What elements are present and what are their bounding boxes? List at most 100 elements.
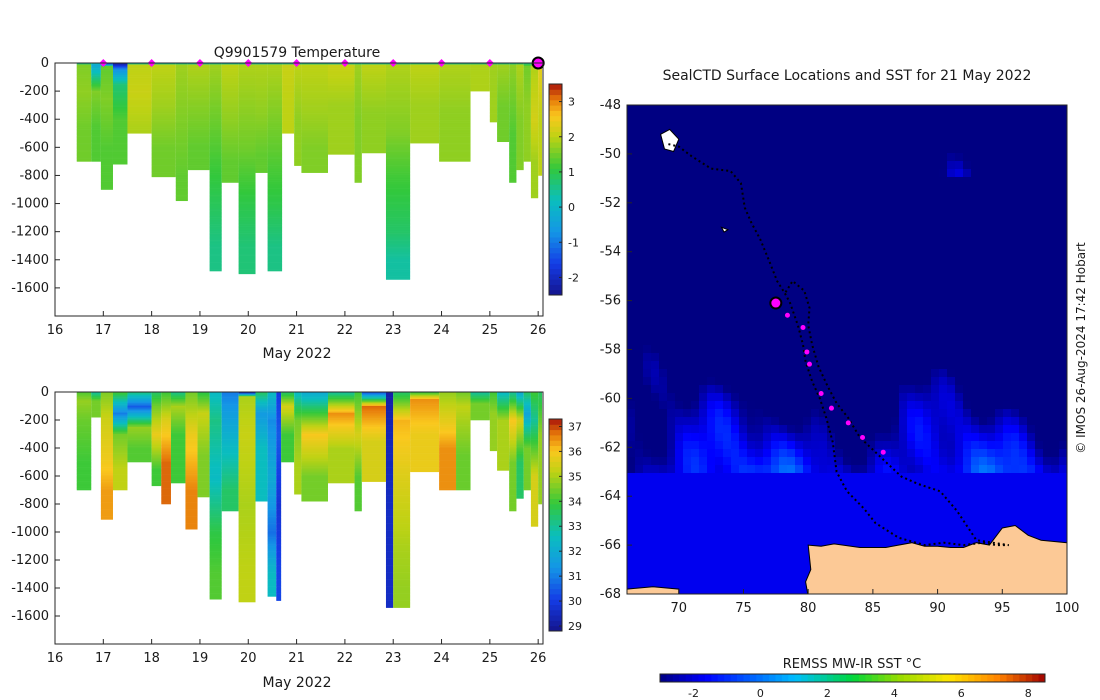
profile-cell: [76, 124, 92, 127]
profile-cell: [281, 404, 295, 407]
profile-cell: [530, 131, 539, 134]
profile-cell: [221, 424, 239, 426]
profile-cell: [76, 474, 92, 477]
profile-cell: [439, 476, 457, 478]
profile-cell: [530, 98, 539, 100]
profile-cell: [255, 120, 268, 123]
profile-cell: [509, 141, 517, 144]
profile-cell: [282, 109, 295, 112]
profile-cell: [282, 117, 295, 120]
profile-cell: [209, 561, 222, 564]
profile-cell: [151, 150, 176, 152]
profile-cell: [523, 131, 531, 134]
profile-cell: [221, 72, 239, 75]
profile-cell: [361, 442, 386, 445]
profile-cell: [209, 228, 222, 231]
profile-cell: [112, 134, 128, 137]
profile-cell: [509, 175, 517, 178]
profile-cell: [267, 414, 277, 417]
profile-cell: [76, 72, 92, 75]
profile-cell: [439, 131, 471, 134]
profile-cell: [151, 107, 176, 110]
profile-cell: [294, 144, 302, 147]
profile-cell: [393, 518, 411, 520]
profile-cell: [439, 470, 457, 473]
profile-cell: [185, 515, 198, 517]
profile-cell: [489, 417, 498, 419]
profile-cell: [393, 579, 411, 582]
profile-cell: [255, 481, 268, 484]
profile-cell: [221, 476, 239, 478]
profile-cell: [361, 432, 386, 435]
profile-cell: [221, 429, 239, 432]
profile-cell: [267, 234, 283, 237]
profile-cell: [301, 477, 328, 480]
profile-cell: [267, 586, 277, 589]
profile-cell: [301, 404, 328, 407]
profile-cell: [151, 120, 176, 123]
profile-cell: [354, 492, 362, 495]
profile-cell: [497, 408, 510, 411]
profile-cell: [100, 138, 113, 141]
profile-cell: [91, 415, 101, 418]
profile-cell: [112, 485, 128, 488]
profile-cell: [361, 85, 386, 88]
profile-cell: [76, 74, 92, 76]
profile-cell: [255, 432, 268, 435]
profile-cell: [151, 95, 176, 98]
profile-cell: [282, 68, 295, 71]
profile-cell: [385, 195, 411, 197]
profile-cell: [127, 446, 152, 449]
profile-cell: [393, 590, 411, 593]
profile-cell: [385, 86, 411, 89]
profile-cell: [523, 127, 531, 130]
profile-cell: [238, 207, 256, 210]
profile-cell: [76, 414, 92, 417]
profile-cell: [238, 134, 256, 137]
profile-cell: [187, 157, 210, 159]
profile-cell: [509, 109, 517, 112]
profile-cell: [385, 226, 411, 228]
profile-cell: [267, 501, 277, 503]
profile-cell: [267, 252, 283, 255]
profile-cell: [100, 172, 113, 175]
profile-cell: [385, 422, 394, 425]
profile-cell: [294, 138, 302, 141]
profile-cell: [187, 152, 210, 155]
profile-cell: [100, 453, 113, 456]
profile-cell: [393, 508, 411, 510]
profile-cell: [516, 129, 524, 131]
profile-cell: [385, 193, 411, 196]
profile-cell: [267, 544, 277, 547]
profile-cell: [91, 393, 101, 396]
profile-cell: [238, 592, 256, 594]
profile-cell: [161, 457, 171, 460]
profile-cell: [209, 220, 222, 223]
profile-cell: [255, 95, 268, 98]
profile-cell: [281, 401, 295, 404]
profile-cell: [267, 494, 277, 496]
profile-cell: [509, 82, 517, 85]
profile-cell: [393, 558, 411, 561]
profile-cell: [209, 155, 222, 158]
profile-cell: [185, 505, 198, 508]
profile-cell: [170, 422, 186, 425]
profile-cell: [112, 432, 128, 435]
profile-cell: [127, 420, 152, 422]
profile-cell: [238, 499, 256, 502]
profile-cell: [267, 68, 283, 71]
profile-cell: [76, 86, 92, 89]
profile-cell: [385, 550, 394, 552]
profile-cell: [410, 110, 440, 113]
profile-cell: [489, 84, 498, 86]
profile-cell: [238, 400, 256, 403]
profile-cell: [294, 491, 302, 494]
profile-cell: [76, 434, 92, 436]
profile-cell: [354, 157, 362, 159]
profile-cell: [301, 478, 328, 481]
profile-cell: [354, 471, 362, 474]
profile-cell: [276, 595, 282, 597]
profile-cell: [385, 210, 411, 213]
profile-cell: [238, 501, 256, 503]
profile-cell: [509, 126, 517, 128]
